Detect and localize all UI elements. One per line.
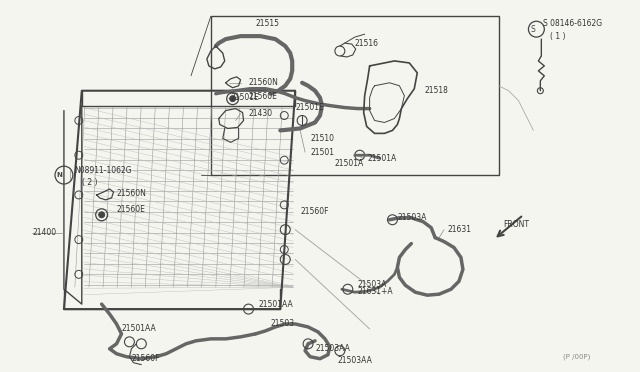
- Circle shape: [99, 212, 104, 218]
- Text: 21501E: 21501E: [230, 93, 259, 102]
- Text: 21503AA: 21503AA: [338, 356, 372, 365]
- Text: 21560E: 21560E: [248, 92, 277, 101]
- Text: 21503AA: 21503AA: [315, 344, 350, 353]
- Text: 21501AA: 21501AA: [259, 299, 293, 309]
- Text: ( 1 ): ( 1 ): [550, 32, 566, 41]
- Text: 21518: 21518: [424, 86, 448, 95]
- Text: 21503: 21503: [270, 320, 294, 328]
- Text: S 08146-6162G: S 08146-6162G: [543, 19, 602, 28]
- Text: 21503A: 21503A: [397, 213, 427, 222]
- Text: (P /00P): (P /00P): [563, 353, 591, 360]
- Text: 21560F: 21560F: [131, 354, 160, 363]
- Text: FRONT: FRONT: [504, 220, 530, 229]
- Circle shape: [230, 96, 236, 102]
- Text: 21430: 21430: [248, 109, 273, 118]
- Text: 21631: 21631: [447, 225, 471, 234]
- Text: 21560E: 21560E: [116, 205, 145, 214]
- Text: 21503A: 21503A: [358, 280, 387, 289]
- Text: ( 2 ): ( 2 ): [82, 177, 97, 186]
- Text: 21501A: 21501A: [367, 154, 397, 163]
- Text: 21516: 21516: [355, 39, 379, 48]
- Text: 21631+A: 21631+A: [358, 287, 394, 296]
- Text: 21501A: 21501A: [335, 159, 364, 168]
- Text: 21560F: 21560F: [300, 207, 329, 216]
- Text: 21501AA: 21501AA: [122, 324, 156, 333]
- Text: 21501E: 21501E: [295, 103, 324, 112]
- Text: 21400: 21400: [32, 228, 56, 237]
- Text: 21501: 21501: [310, 148, 334, 157]
- Text: N: N: [56, 172, 62, 178]
- Bar: [211, 16, 499, 175]
- Text: 21560N: 21560N: [116, 189, 147, 198]
- Text: 21510: 21510: [310, 134, 334, 143]
- Text: 21560N: 21560N: [248, 78, 278, 87]
- Text: S: S: [530, 25, 535, 34]
- Text: N08911-1062G: N08911-1062G: [74, 166, 131, 174]
- Text: 21515: 21515: [255, 19, 280, 28]
